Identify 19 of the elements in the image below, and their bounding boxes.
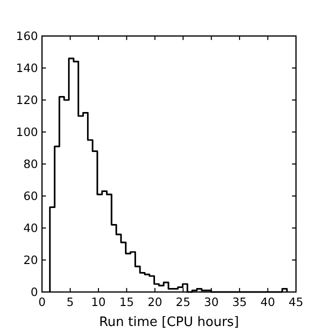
x-tick-label: 25: [176, 295, 190, 309]
x-tick-label: 5: [66, 295, 74, 309]
x-tick-label: 10: [91, 295, 106, 309]
x-tick-label: 40: [260, 295, 276, 309]
x-tick-label: 30: [204, 295, 219, 309]
x-tick-label: 45: [288, 295, 304, 309]
y-tick-label: 140: [16, 61, 38, 76]
y-tick-label: 60: [23, 189, 38, 204]
y-tick-label: 160: [16, 29, 38, 44]
x-tick-label: 35: [232, 295, 247, 309]
x-axis-title: Run time [CPU hours]: [99, 315, 239, 330]
y-tick-label: 120: [16, 93, 38, 108]
x-tick-label: 20: [148, 295, 162, 309]
y-tick-label: 100: [16, 125, 38, 140]
y-tick-label: 40: [23, 221, 38, 236]
x-tick-label: 15: [119, 295, 134, 309]
y-tick-label: 20: [23, 253, 38, 268]
y-tick-label: 80: [23, 157, 38, 172]
y-tick-label: 0: [30, 285, 38, 300]
